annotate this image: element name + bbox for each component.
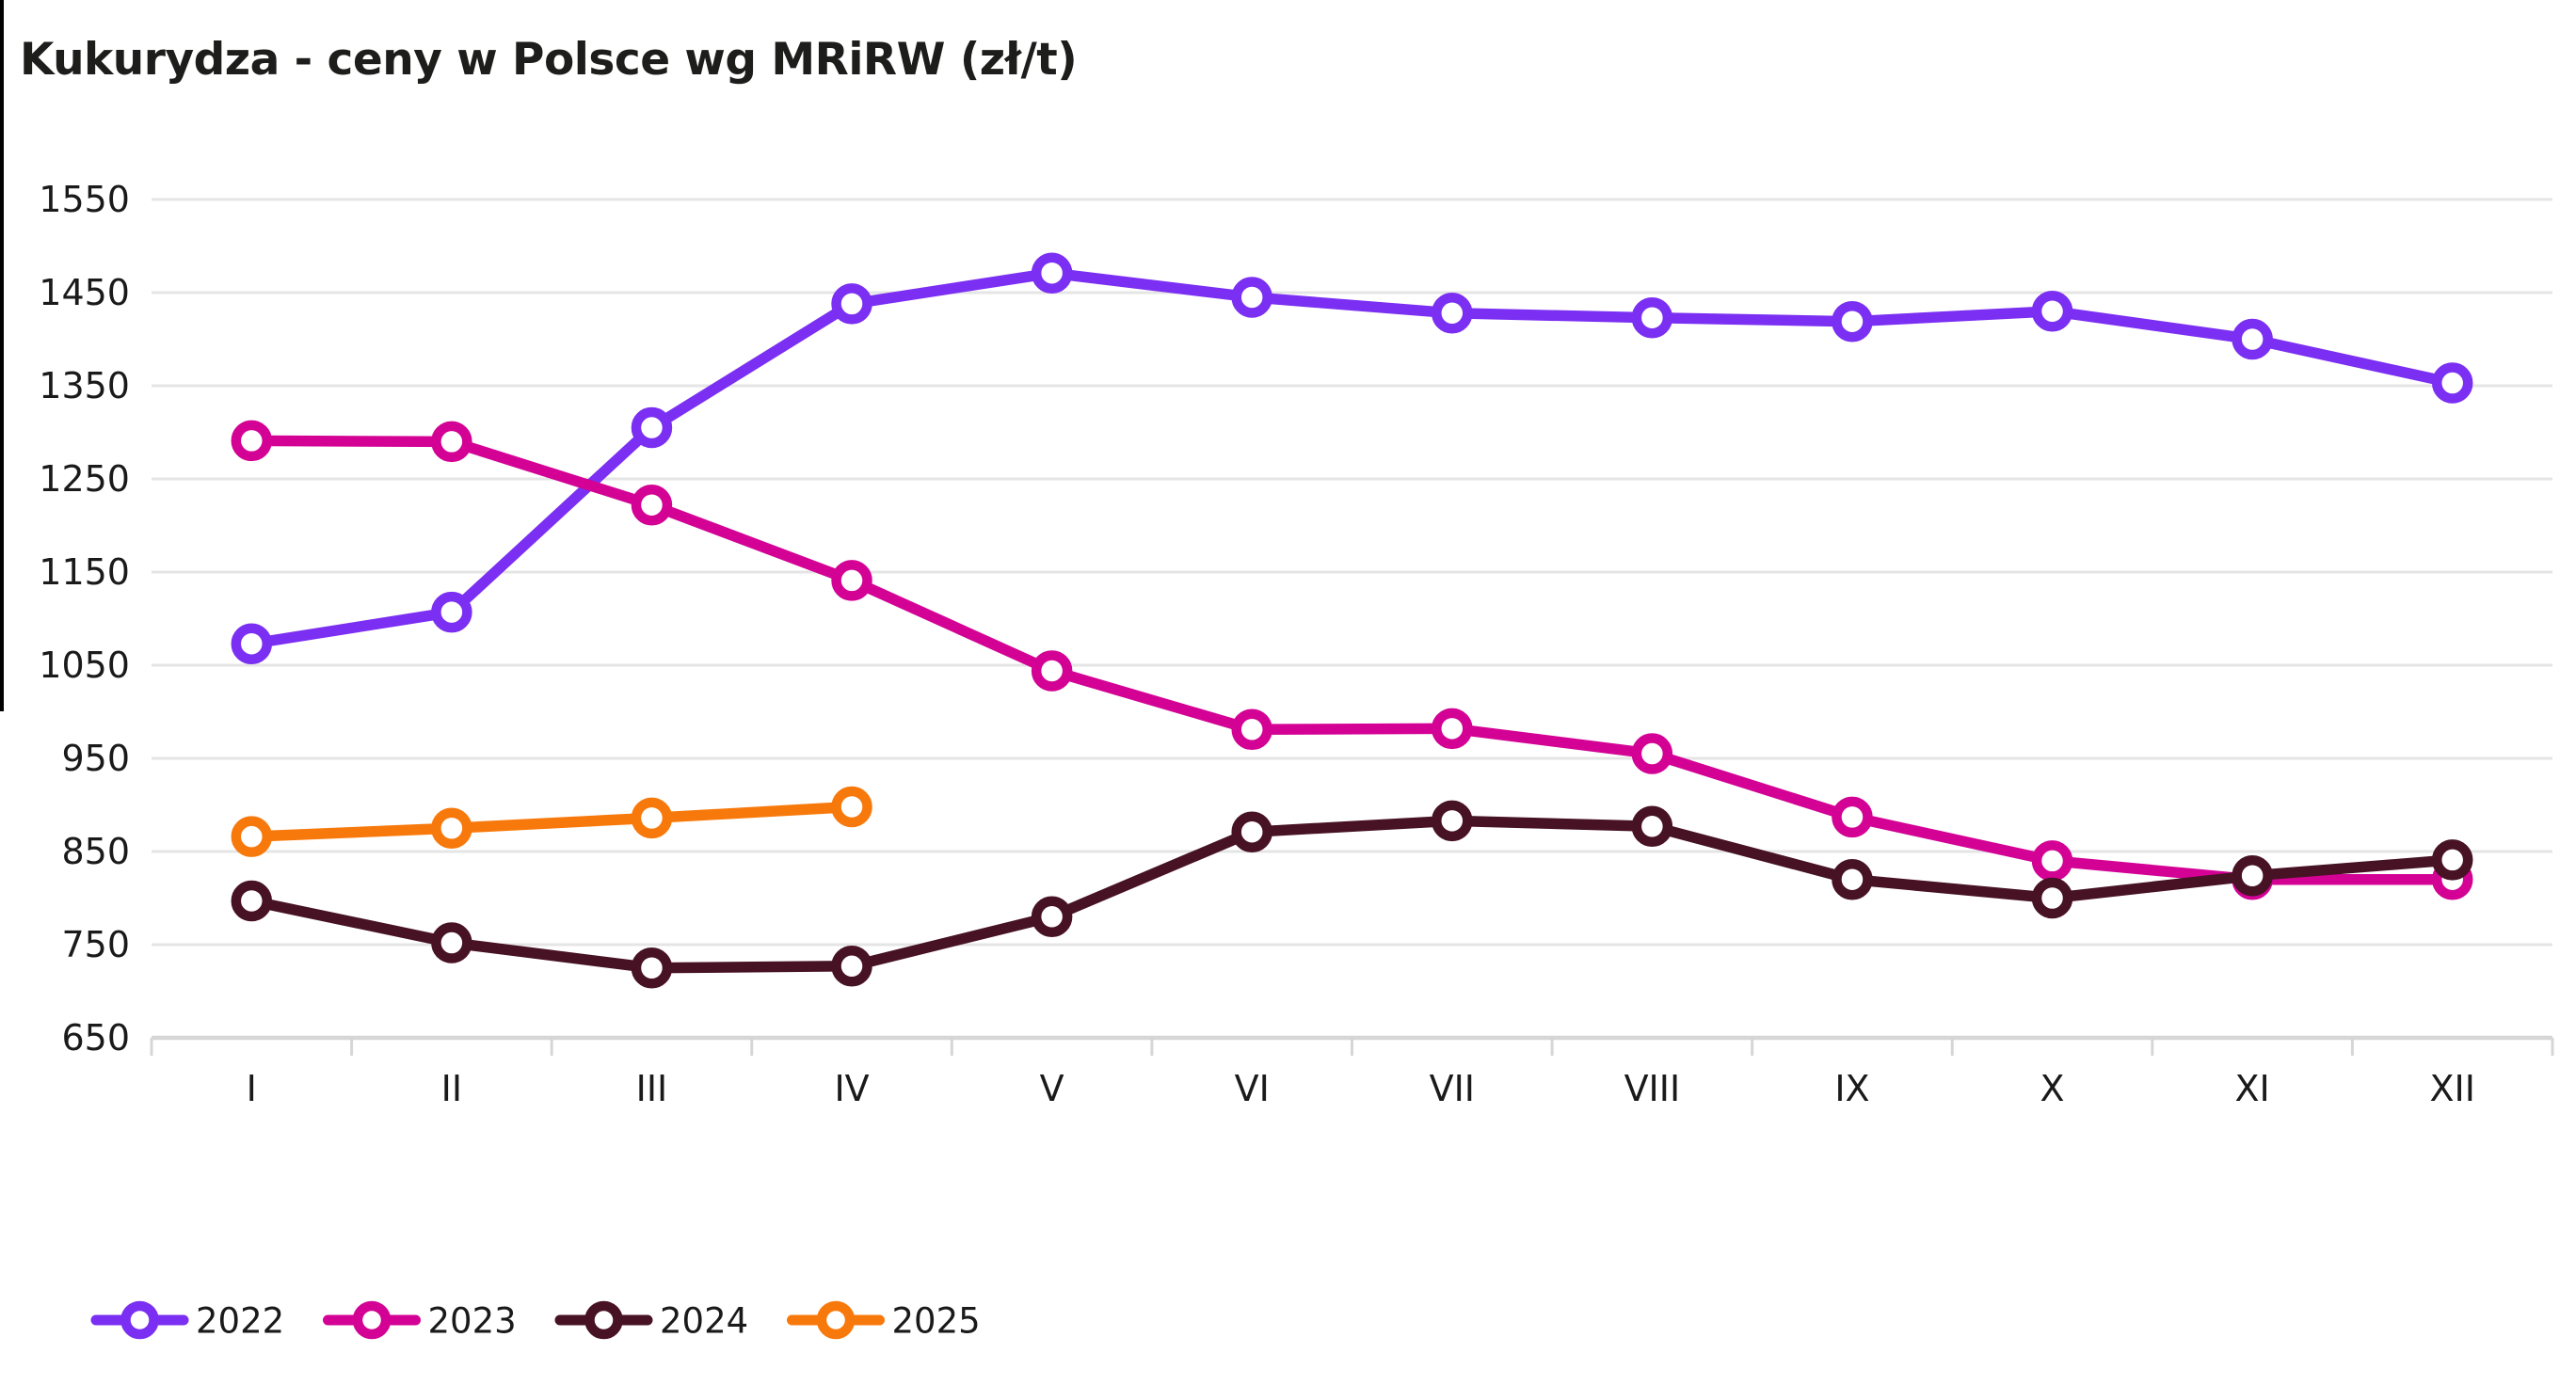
data-point-2024-I — [231, 880, 273, 922]
y-axis-label: 1550 — [39, 179, 130, 220]
data-point-2023-I — [231, 420, 273, 462]
legend-item-2025[interactable]: 2025 — [787, 1300, 981, 1342]
y-axis-label: 1450 — [39, 272, 130, 313]
data-point-2025-IV — [831, 786, 872, 828]
data-point-2022-XI — [2232, 318, 2273, 360]
chart-title: Kukurydza - ceny w Polsce wg MRiRW (zł/t… — [20, 34, 1078, 86]
y-axis-label: 950 — [61, 738, 130, 779]
data-point-2025-II — [431, 807, 472, 849]
legend-swatch-marker — [816, 1300, 856, 1340]
data-point-2024-VIII — [1631, 805, 1673, 848]
data-point-2024-VII — [1432, 800, 1473, 842]
data-point-2023-IX — [1832, 796, 1873, 838]
series-line-2022 — [246, 267, 2458, 649]
x-axis-label: VII — [1430, 1068, 1475, 1109]
data-point-2024-XI — [2232, 854, 2273, 897]
x-axis-label: V — [1040, 1068, 1064, 1109]
x-axis-label: VIII — [1624, 1068, 1681, 1109]
series-line-2023 — [246, 435, 2458, 885]
y-axis-label: 1250 — [39, 458, 130, 500]
data-point-2023-V — [1031, 650, 1073, 692]
data-point-2025-I — [231, 816, 273, 857]
data-point-2024-V — [1031, 896, 1073, 938]
data-point-2025-III — [631, 797, 673, 839]
y-axis-label: 1350 — [39, 365, 130, 406]
x-axis-label: IV — [834, 1068, 869, 1109]
x-axis-label: III — [636, 1068, 668, 1109]
data-point-2022-VIII — [1631, 296, 1673, 339]
y-axis-label: 1050 — [39, 645, 130, 686]
data-point-2023-IV — [831, 560, 872, 601]
legend-item-2022[interactable]: 2022 — [90, 1300, 284, 1342]
x-axis-label: VI — [1235, 1068, 1270, 1109]
x-axis-label: XI — [2235, 1068, 2270, 1109]
y-axis-label: 750 — [61, 924, 130, 965]
legend-item-2023[interactable]: 2023 — [323, 1300, 517, 1342]
data-point-2022-IX — [1832, 300, 1873, 342]
data-point-2023-X — [2031, 840, 2073, 882]
x-axis-label: II — [441, 1068, 462, 1109]
data-point-2022-IV — [831, 283, 872, 325]
data-point-2023-VI — [1231, 708, 1272, 751]
legend-label: 2024 — [660, 1301, 748, 1342]
legend-item-2024[interactable]: 2024 — [554, 1300, 748, 1342]
legend-swatch-marker — [352, 1300, 392, 1340]
data-point-2024-II — [431, 922, 472, 963]
data-point-2024-III — [631, 947, 673, 989]
legend-label: 2022 — [196, 1301, 284, 1342]
data-point-2024-VI — [1231, 811, 1272, 852]
x-axis-label: IX — [1834, 1068, 1869, 1109]
x-axis-label: I — [247, 1068, 257, 1109]
legend-label: 2025 — [892, 1301, 981, 1342]
x-axis-label: X — [2040, 1068, 2065, 1109]
data-point-2024-IX — [1832, 858, 1873, 900]
data-point-2022-I — [231, 623, 273, 664]
data-point-2023-II — [431, 421, 472, 463]
legend-label: 2023 — [428, 1301, 517, 1342]
data-point-2022-X — [2031, 291, 2073, 332]
data-point-2023-III — [631, 484, 673, 526]
data-point-2024-IV — [831, 946, 872, 987]
page-left-border — [0, 0, 4, 711]
data-point-2022-XII — [2431, 362, 2473, 404]
data-point-2022-V — [1031, 252, 1073, 294]
data-point-2023-VII — [1432, 708, 1473, 750]
y-axis-label: 850 — [61, 831, 130, 872]
data-point-2022-VI — [1231, 277, 1272, 318]
x-axis-label: XII — [2429, 1068, 2474, 1109]
data-point-2024-X — [2031, 877, 2073, 919]
data-point-2022-III — [631, 406, 673, 449]
y-axis-label: 650 — [61, 1017, 130, 1059]
data-point-2023-VIII — [1631, 733, 1673, 774]
legend-swatch-marker — [120, 1300, 159, 1340]
data-point-2022-II — [431, 591, 472, 633]
series-line-2024 — [246, 815, 2458, 974]
data-point-2024-XII — [2431, 839, 2473, 881]
legend-swatch-marker — [584, 1300, 623, 1340]
y-axis-label: 1150 — [39, 551, 130, 593]
data-point-2022-VII — [1432, 293, 1473, 334]
series-line-2025 — [246, 801, 857, 842]
